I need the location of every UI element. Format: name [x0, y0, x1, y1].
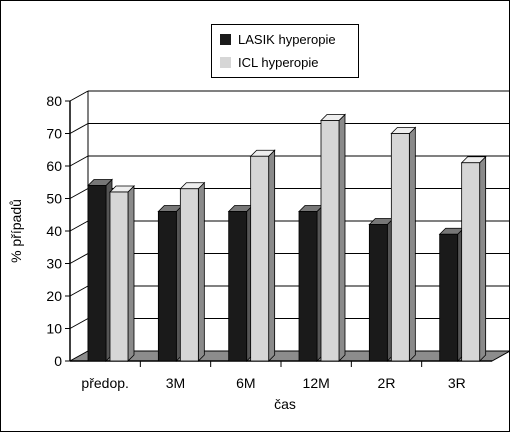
y-tick-label-5: 50: [46, 191, 62, 207]
bar-side: [268, 149, 276, 362]
y-tick-label-7: 70: [46, 126, 62, 142]
y-tick-label-4: 40: [46, 223, 62, 239]
gridline-connector-8: [69, 90, 89, 102]
legend-item-series-2: ICL hyperopie: [220, 53, 318, 71]
legend-label-series-1: LASIK hyperopie: [238, 31, 336, 47]
bar-front: [461, 162, 481, 362]
y-tick-label-1: 10: [46, 321, 62, 337]
bar-front: [320, 120, 340, 362]
bar-2-4: [390, 126, 417, 362]
y-tick-label-2: 20: [46, 288, 62, 304]
y-tick-label-3: 30: [46, 256, 62, 272]
x-axis-label: čas: [274, 396, 296, 412]
bar-front: [109, 191, 129, 362]
gridline-connector-4: [69, 220, 89, 232]
gridline-connector-5: [69, 188, 89, 199]
bar-1-3: [298, 204, 324, 362]
bar-front: [157, 211, 177, 362]
legend-swatch-series-1: [220, 33, 231, 45]
bar-front: [228, 211, 248, 362]
bar-front: [439, 233, 459, 362]
gridline-connector-1: [69, 318, 89, 329]
y-tick-label-6: 60: [46, 158, 62, 174]
gridline-connector-3: [69, 253, 89, 264]
bars: [87, 113, 487, 362]
bar-front: [179, 188, 199, 362]
axes: [65, 100, 492, 367]
x-tick-label-2: 6M: [236, 375, 255, 391]
y-tick-label-8: 80: [46, 93, 62, 109]
x-tick-label-4: 2R: [378, 375, 396, 391]
legend-swatch-series-2: [220, 56, 231, 68]
bar-2-3: [320, 113, 346, 362]
bar-side: [408, 126, 416, 362]
bar-side: [127, 185, 135, 362]
y-axis-label: % případů: [8, 199, 24, 263]
bar-side: [197, 181, 205, 362]
bar-1-4: [368, 217, 395, 362]
bar-2-0: [109, 185, 135, 362]
bar-side: [479, 155, 487, 362]
bar-side: [338, 113, 346, 362]
gridline-connector-2: [69, 285, 89, 297]
bar-1-2: [227, 204, 254, 362]
bar-1-1: [157, 204, 184, 362]
bar-front: [368, 224, 388, 362]
bar-front: [250, 155, 270, 362]
x-tick-label-0: předop.: [81, 375, 128, 391]
bar-front: [390, 133, 410, 362]
legend: LASIK hyperopie ICL hyperopie: [211, 24, 359, 78]
x-tick-label-5: 3R: [448, 375, 466, 391]
legend-item-series-1: LASIK hyperopie: [220, 30, 336, 48]
bar-2-2: [249, 149, 276, 362]
bar-2-1: [179, 181, 206, 362]
y-tick-label-0: 0: [54, 353, 62, 369]
legend-label-series-2: ICL hyperopie: [238, 54, 319, 70]
gridline-connector-7: [69, 123, 89, 134]
bar-front: [298, 211, 318, 362]
bar-front: [87, 185, 107, 362]
gridline-connector-6: [69, 155, 89, 167]
bar-2-5: [460, 155, 487, 362]
x-tick-label-3: 12M: [303, 375, 330, 391]
labels: 0 10 20 30 40 50 60 70 80 předop. 3M 6M 12M 2R 3R čas % …: [8, 93, 466, 412]
bar-1-0: [87, 178, 113, 362]
x-tick-label-1: 3M: [166, 375, 185, 391]
bar-1-5: [438, 227, 465, 362]
